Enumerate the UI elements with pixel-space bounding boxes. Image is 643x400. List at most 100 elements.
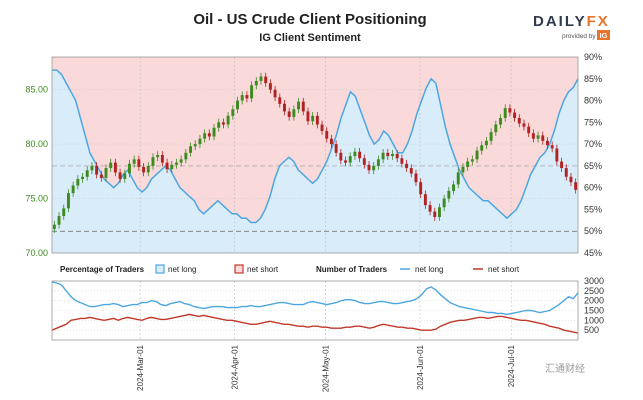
pct-tick-label: 60% [584,183,602,193]
price-candle [245,95,249,99]
price-candle [452,184,456,191]
price-candle [461,166,465,173]
price-candle [433,211,437,218]
legend-pct-long-label: net long [168,265,196,274]
price-candle [339,152,343,161]
legend-num-title: Number of Traders [316,265,388,274]
price-candle [574,182,578,190]
price-candle [57,215,61,225]
price-candle [240,95,244,101]
date-tick-label: 2024-May-01 [322,344,331,392]
long-sentiment-area [52,70,578,253]
price-candle [560,161,564,169]
price-tick-label: 85.00 [25,85,48,95]
price-candle [569,176,573,183]
count-tick-label: 1500 [584,306,604,316]
price-axis: 85.00 80.00 75.00 70.00 [25,85,48,258]
price-candle [273,89,277,98]
pct-tick-label: 50% [584,226,602,236]
pct-tick-label: 70% [584,139,602,149]
price-candle [395,153,399,159]
price-candle [142,166,146,173]
price-candle [109,162,113,169]
price-candle [184,152,188,160]
price-candle [226,115,230,125]
main-panel-border [51,56,579,254]
price-candle [189,146,193,153]
ig-logo-badge [597,30,610,40]
price-candle [132,159,136,164]
price-candle [362,158,366,165]
price-candle [71,185,75,194]
price-candle [264,76,268,84]
legend-num-long-label: net long [415,265,443,274]
price-candle [283,103,286,112]
price-candle [419,182,423,195]
price-candle [311,115,315,122]
price-candle [517,117,521,124]
count-tick-label: 2500 [584,286,604,296]
price-candle [470,159,474,162]
price-candle [81,176,84,179]
price-candle [334,144,338,153]
price-candle [306,111,310,122]
price-candle [358,151,362,159]
pct-tick-label: 55% [584,204,602,214]
price-candle [503,108,507,118]
price-candle [329,138,333,145]
percentage-axis: 90% 85% 80% 75% 70% 65% 60% 55% 50% 45% [584,52,602,258]
price-candle [499,117,502,125]
price-candle [137,159,141,167]
price-candle [423,194,427,206]
price-candle [151,157,155,166]
price-candle [250,85,254,99]
date-tick-label: 2024-Jul-01 [507,344,516,387]
logo-accent-text: FX [587,13,610,30]
date-tick-label: 2024-Jun-01 [416,344,425,389]
price-tick-label: 70.00 [25,248,48,258]
price-candle [555,148,559,162]
price-candle [475,150,479,160]
legend-num-short-label: net short [488,265,520,274]
price-candle [95,165,99,175]
price-candle [123,173,127,179]
price-candle [325,131,329,139]
pct-tick-label: 45% [584,248,602,258]
legend: Percentage of Traders net long net short… [60,264,520,274]
price-candle [146,165,150,173]
price-candle [170,164,174,170]
logo-provided-by: provided by [562,33,596,40]
price-candle [400,158,404,164]
price-candle [484,140,488,146]
chart-title: Oil - US Crude Client Positioning [193,11,426,28]
price-candle [386,152,390,157]
price-candle [494,124,498,133]
net-long-sentiment-line [52,69,579,224]
chart-subtitle: IG Client Sentiment [259,32,361,44]
price-candle [536,135,540,139]
price-candle [546,140,549,146]
count-tick-label: 1000 [584,315,604,325]
price-candle [179,159,183,163]
price-candle [541,135,545,141]
price-candle [287,111,291,117]
price-candle [113,162,117,173]
price-candle [320,124,324,132]
price-candle [193,144,197,147]
price-candle [104,168,108,178]
price-candle [508,108,512,113]
svg-text:DAILYFX: DAILYFX [533,13,610,30]
price-candle [301,101,305,112]
price-candle [118,172,122,179]
price-candle [348,156,352,163]
count-tick-label: 2000 [584,296,604,306]
price-candle [456,172,460,185]
price-candle [381,152,385,160]
price-candle [66,193,70,209]
count-tick-label: 3000 [584,276,604,286]
price-candle [52,224,56,230]
date-axis: 2024-Mar-01 2024-Apr-01 2024-May-01 2024-Ju… [136,344,516,392]
watermark: 汇通财经 [545,362,585,375]
